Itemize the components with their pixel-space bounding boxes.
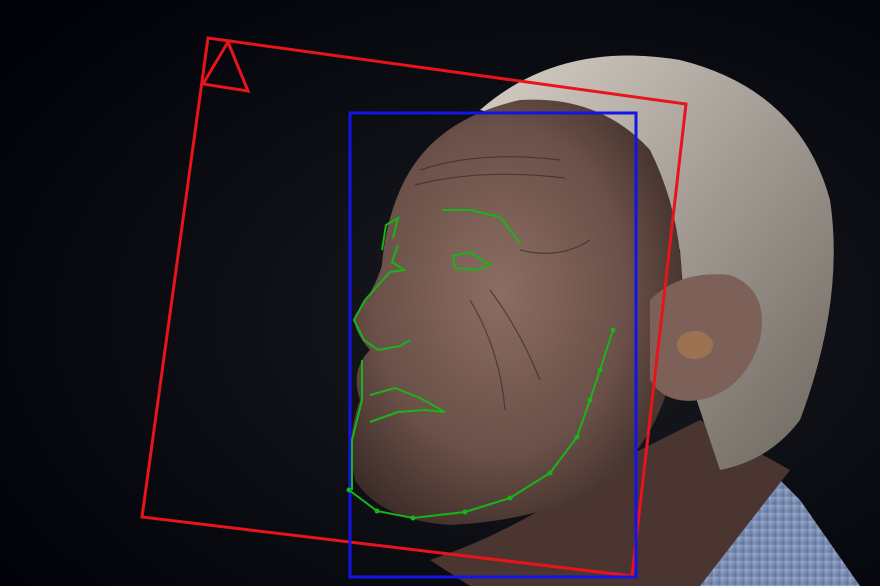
neck	[430, 420, 790, 586]
face	[351, 99, 682, 525]
eye	[451, 250, 493, 272]
landmark-point	[462, 509, 468, 515]
landmark-point	[587, 397, 593, 403]
face-bounding-box	[348, 111, 638, 579]
landmark-point	[507, 495, 513, 501]
eyebrow-left	[381, 215, 400, 251]
landmark-point	[374, 508, 380, 514]
chin-line	[351, 360, 363, 490]
landmark-points	[346, 327, 616, 521]
landmark-point	[610, 327, 616, 333]
nose-lower	[352, 299, 411, 352]
landmark-point	[410, 515, 416, 521]
landmark-point	[547, 470, 553, 476]
face-wrinkles	[414, 156, 591, 411]
head-pose-direction-marker	[200, 38, 251, 93]
lower-lip	[369, 408, 446, 423]
landmark-point	[574, 434, 580, 440]
eyebrow-right	[442, 209, 521, 244]
facial-landmarks	[346, 209, 616, 521]
nose-bridge	[364, 244, 407, 301]
hearing-aid	[677, 331, 713, 359]
landmark-point	[597, 367, 603, 373]
upper-lip	[369, 386, 446, 413]
jawline	[348, 329, 614, 520]
landmark-point	[346, 487, 352, 493]
